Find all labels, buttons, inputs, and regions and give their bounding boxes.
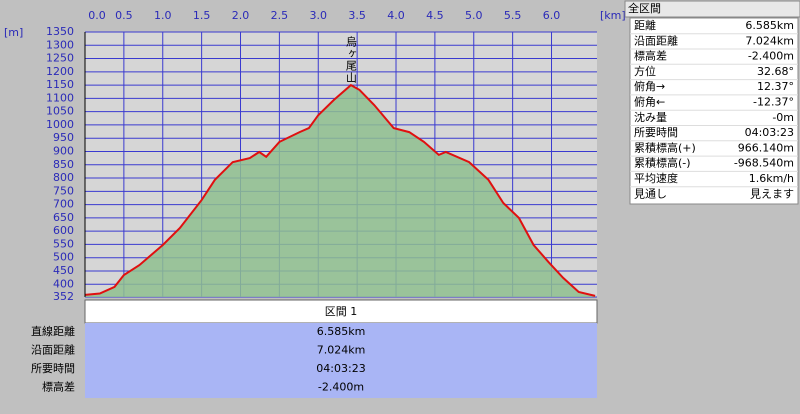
summary-title: 全区間 — [628, 1, 661, 15]
x-tick-label: 2.5 — [271, 9, 289, 22]
summary-label: 沿面距離 — [634, 33, 678, 47]
section-label: 標高差 — [42, 380, 75, 394]
summary-header — [624, 0, 800, 18]
section-label: 沿面距離 — [31, 343, 75, 357]
y-tick-label: 650 — [53, 211, 74, 224]
y-tick-label: 1100 — [46, 91, 74, 104]
summary-label: 俯角← — [634, 95, 665, 109]
summary-value: 12.37° — [757, 80, 794, 93]
summary-value: 966.140m — [738, 141, 794, 154]
y-axis-label: [m] — [4, 26, 23, 39]
summary-value: 6.585km — [745, 19, 794, 32]
x-axis-label: [km] — [600, 9, 626, 22]
y-tick-label: 400 — [53, 277, 74, 290]
y-tick-label: 1350 — [46, 25, 74, 38]
summary-value: 7.024km — [745, 34, 794, 47]
peak-label: 烏ヶ尾山 — [344, 35, 357, 84]
summary-label: 方位 — [634, 64, 656, 78]
y-tick-label: 1050 — [46, 105, 74, 118]
y-tick-label: 450 — [53, 264, 74, 277]
section-label: 直線距離 — [31, 324, 75, 338]
x-tick-label: 2.0 — [232, 9, 250, 22]
summary-label: 俯角→ — [634, 79, 665, 93]
x-tick-label: 0.0 — [88, 9, 106, 22]
x-tick-label: 6.0 — [543, 9, 561, 22]
y-tick-label: 950 — [53, 131, 74, 144]
summary-value: 32.68° — [757, 65, 794, 78]
line — [84, 83, 596, 297]
summary-value: -2.400m — [748, 50, 794, 63]
summary-label: 平均速度 — [634, 171, 678, 185]
summary-value: 04:03:23 — [745, 126, 794, 139]
y-tick-label: 550 — [53, 237, 74, 250]
summary-label: 所要時間 — [634, 126, 678, 139]
summary-label: 累積標高(-) — [634, 156, 691, 170]
section-title: 区間 1 — [325, 305, 358, 318]
summary-label: 距離 — [634, 18, 656, 32]
x-tick-label: 5.5 — [504, 9, 522, 22]
section-value: 7.024km — [317, 344, 366, 357]
y-tick-label: 700 — [53, 198, 74, 211]
summary-value: 1.6km/h — [749, 172, 794, 185]
summary-label: 見通し — [634, 187, 667, 200]
y-tick-label: 900 — [53, 144, 74, 157]
y-tick-label: 1150 — [46, 78, 74, 91]
y-tick-label: 850 — [53, 158, 74, 171]
summary-value: -968.540m — [734, 157, 794, 170]
summary-value: -0m — [772, 111, 794, 124]
x-tick-label: 5.0 — [465, 9, 483, 22]
x-tick-label: 1.5 — [193, 9, 211, 22]
x-tick-label: 3.0 — [310, 9, 328, 22]
x-tick-label: 4.5 — [426, 9, 444, 22]
y-tick-label: 500 — [53, 251, 74, 264]
section-value: 6.585km — [317, 325, 366, 338]
x-tick-label: 1.0 — [154, 9, 172, 22]
section-value: 04:03:23 — [316, 362, 365, 375]
x-tick-label: 4.0 — [387, 9, 405, 22]
y-tick-label: 1000 — [46, 118, 74, 131]
y-tick-label: 352 — [53, 290, 74, 303]
summary-label: 標高差 — [634, 49, 667, 63]
x-tick-label: 3.5 — [348, 9, 366, 22]
summary-label: 累積標高(+) — [634, 140, 696, 154]
section-table — [85, 323, 597, 398]
section-value: -2.400m — [318, 381, 364, 394]
y-tick-label: 600 — [53, 224, 74, 237]
x-tick-label: 0.5 — [115, 9, 133, 22]
summary-value: 見えます — [750, 187, 794, 200]
section-label: 所要時間 — [31, 362, 75, 375]
y-tick-label: 1200 — [46, 65, 74, 78]
summary-value: -12.37° — [753, 96, 794, 109]
y-tick-label: 1300 — [46, 38, 74, 51]
y-tick-label: 800 — [53, 171, 74, 184]
area — [85, 85, 596, 297]
y-tick-label: 750 — [53, 184, 74, 197]
summary-label: 沈み量 — [634, 110, 667, 124]
y-tick-label: 1250 — [46, 52, 74, 65]
